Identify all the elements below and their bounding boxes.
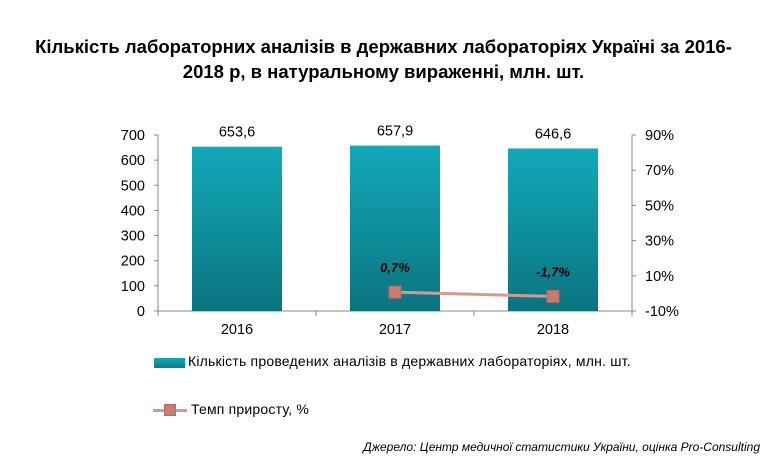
y-left-tick-label: 100 <box>121 279 145 295</box>
x-tick-label: 2017 <box>379 322 411 338</box>
y-left-tick-label: 0 <box>137 304 145 320</box>
x-tick-label: 2018 <box>537 322 569 338</box>
chart-title-line-2: 2018 р, в натуральному вираженні, млн. ш… <box>182 61 585 82</box>
y-right-tick-label: 30% <box>645 234 674 250</box>
chart-plot: 0 100 200 300 400 500 600 700 -10% 10% 30% 50% 70% 90… <box>121 124 679 338</box>
chart-title-line-1: Кількість лабораторних аналізів в держав… <box>35 36 732 57</box>
y-right-tick-label: 90% <box>645 128 674 144</box>
y-left-tick-label: 200 <box>121 254 145 270</box>
growth-marker <box>546 289 560 303</box>
y-left-tick-label: 700 <box>121 128 145 144</box>
bar <box>508 148 598 311</box>
growth-marker <box>388 285 402 299</box>
legend-label-bar: Кількість проведених аналізів в державни… <box>188 353 631 369</box>
legend: Кількість проведених аналізів в державни… <box>150 352 670 424</box>
bar-value-label: 653,6 <box>219 125 255 141</box>
y-left-tick-label: 400 <box>121 203 145 219</box>
y-left-tick-label: 500 <box>121 178 145 194</box>
chart-title: Кількість лабораторних аналізів в держав… <box>0 34 767 84</box>
bar <box>192 146 282 311</box>
y-left-tick-label: 300 <box>121 229 145 245</box>
y-right-tick-label: 50% <box>645 198 674 214</box>
growth-value-label: 0,7% <box>380 260 410 275</box>
legend-swatch-marker <box>164 404 176 416</box>
legend-item-line: Темп приросту, % <box>150 400 670 424</box>
y-right-tick-label: 10% <box>645 269 674 285</box>
growth-value-label: -1,7% <box>536 264 570 279</box>
bar-value-label: 646,6 <box>535 126 571 142</box>
y-right-tick-label: -10% <box>645 304 679 320</box>
legend-item-bar: Кількість проведених аналізів в державни… <box>150 352 670 400</box>
y-left-tick-label: 600 <box>121 153 145 169</box>
y-right-tick-label: 70% <box>645 163 674 179</box>
source-note: Джерело: Центр медичної статистики Украї… <box>363 440 760 454</box>
growth-line <box>394 290 554 298</box>
x-tick-label: 2016 <box>221 322 253 338</box>
legend-label-line: Темп приросту, % <box>191 401 310 417</box>
bar <box>350 145 440 311</box>
legend-swatch-bar <box>154 358 185 368</box>
bar-value-label: 657,9 <box>377 124 413 140</box>
